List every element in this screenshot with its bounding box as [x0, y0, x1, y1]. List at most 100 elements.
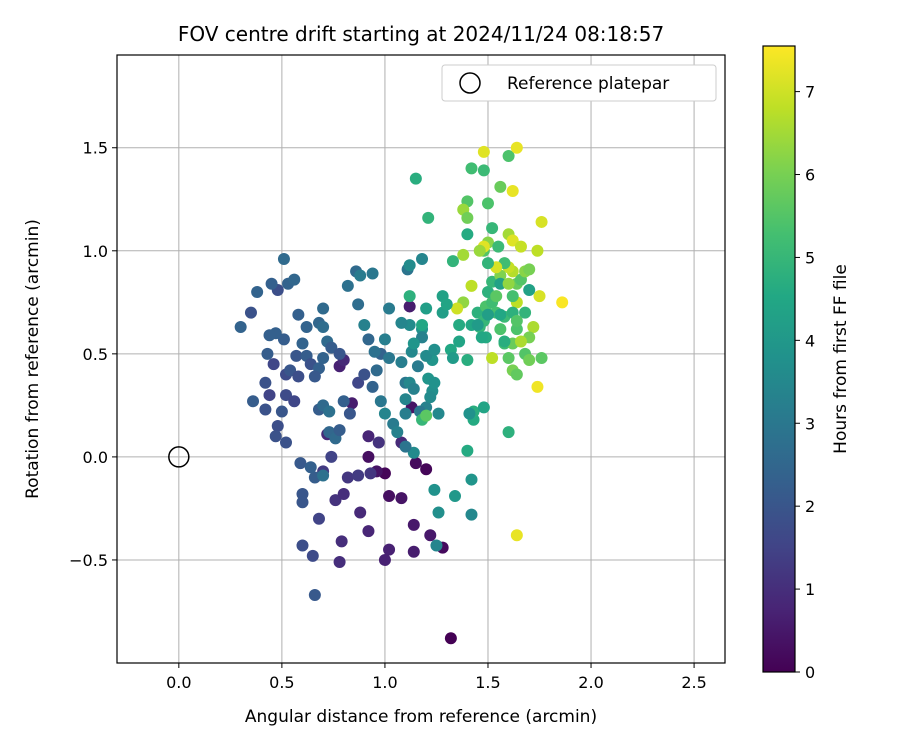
data-point [317, 321, 330, 334]
legend-entry-reference-platepar: Reference platepar [507, 74, 669, 94]
x-axis-label: Angular distance from reference (arcmin) [245, 707, 597, 727]
data-point [323, 405, 336, 418]
data-point [308, 370, 321, 383]
data-point [317, 351, 330, 364]
data-point [370, 364, 383, 377]
data-point [277, 333, 290, 346]
x-tick-label: 1.5 [475, 673, 500, 692]
data-point [234, 321, 247, 334]
data-point [432, 407, 445, 420]
colorbar-tick-label: 2 [805, 497, 815, 516]
data-point [490, 290, 503, 303]
data-point [523, 283, 536, 296]
data-point [457, 248, 470, 261]
data-point [312, 512, 325, 525]
data-point [420, 409, 433, 422]
data-point [446, 255, 459, 268]
x-tick-label: 0.5 [269, 673, 294, 692]
data-point [481, 257, 494, 270]
data-point [261, 347, 274, 360]
data-point [506, 185, 519, 198]
data-point [420, 349, 433, 362]
data-point [267, 358, 280, 371]
data-point [304, 461, 317, 474]
data-point [317, 302, 330, 315]
y-axis-ticks: −0.5 0.0 0.5 1.0 1.5 [69, 139, 117, 570]
colorbar-label: Hours from first FF file [831, 264, 851, 454]
data-point [463, 407, 476, 420]
data-point [411, 360, 424, 373]
data-point [465, 508, 478, 521]
x-tick-label: 2.5 [681, 673, 706, 692]
data-point [477, 164, 490, 177]
data-point [523, 263, 536, 276]
data-point [475, 331, 488, 344]
colorbar-gradient [762, 45, 796, 673]
data-point [343, 407, 356, 420]
data-point [510, 529, 523, 542]
data-point [494, 308, 507, 321]
data-point [407, 337, 420, 350]
data-point [502, 277, 515, 290]
reference-marker [168, 446, 190, 468]
data-point [383, 351, 396, 364]
data-point [453, 335, 466, 348]
data-point [399, 440, 412, 453]
y-tick-label: 1.0 [83, 242, 108, 261]
data-point [416, 253, 429, 266]
colorbar-tick-label: 1 [805, 580, 815, 599]
data-point [461, 211, 474, 224]
data-point [420, 302, 433, 315]
data-point [477, 145, 490, 158]
data-point [502, 351, 515, 364]
x-tick-label: 2.0 [578, 673, 603, 692]
data-point [259, 376, 272, 389]
data-point [383, 490, 396, 503]
data-point [407, 382, 420, 395]
data-point [265, 277, 278, 290]
data-point [494, 323, 507, 336]
data-points [234, 141, 569, 645]
data-point [556, 296, 569, 309]
data-point [424, 391, 437, 404]
data-point [461, 354, 474, 367]
data-point [290, 349, 303, 362]
data-point [465, 473, 478, 486]
data-point [481, 197, 494, 210]
data-point [444, 632, 457, 645]
data-point [383, 543, 396, 556]
colorbar-tick-label: 0 [805, 663, 815, 682]
data-point [368, 345, 381, 358]
data-point [329, 494, 342, 507]
legend-marker-icon [459, 72, 481, 94]
data-point [395, 492, 408, 505]
data-point [251, 286, 264, 299]
data-point [506, 290, 519, 303]
data-point [451, 302, 464, 315]
data-point [523, 354, 536, 367]
colorbar-tick-label: 3 [805, 414, 815, 433]
data-point [280, 389, 293, 402]
data-point [399, 407, 412, 420]
data-point [325, 450, 338, 463]
data-point [352, 469, 365, 482]
data-point [486, 351, 499, 364]
data-point [407, 446, 420, 459]
data-point [362, 525, 375, 538]
data-point [275, 405, 288, 418]
data-point [337, 395, 350, 408]
data-point [428, 376, 441, 389]
data-point [449, 490, 462, 503]
data-point [341, 471, 354, 484]
data-point [372, 436, 385, 449]
data-point [430, 539, 443, 552]
data-point [461, 228, 474, 241]
data-point [263, 389, 276, 402]
data-point [362, 430, 375, 443]
data-point [271, 419, 284, 432]
data-point [300, 321, 313, 334]
reference-platepar-marker [168, 446, 190, 468]
data-point [378, 553, 391, 566]
data-point [471, 306, 484, 319]
data-point [407, 545, 420, 558]
